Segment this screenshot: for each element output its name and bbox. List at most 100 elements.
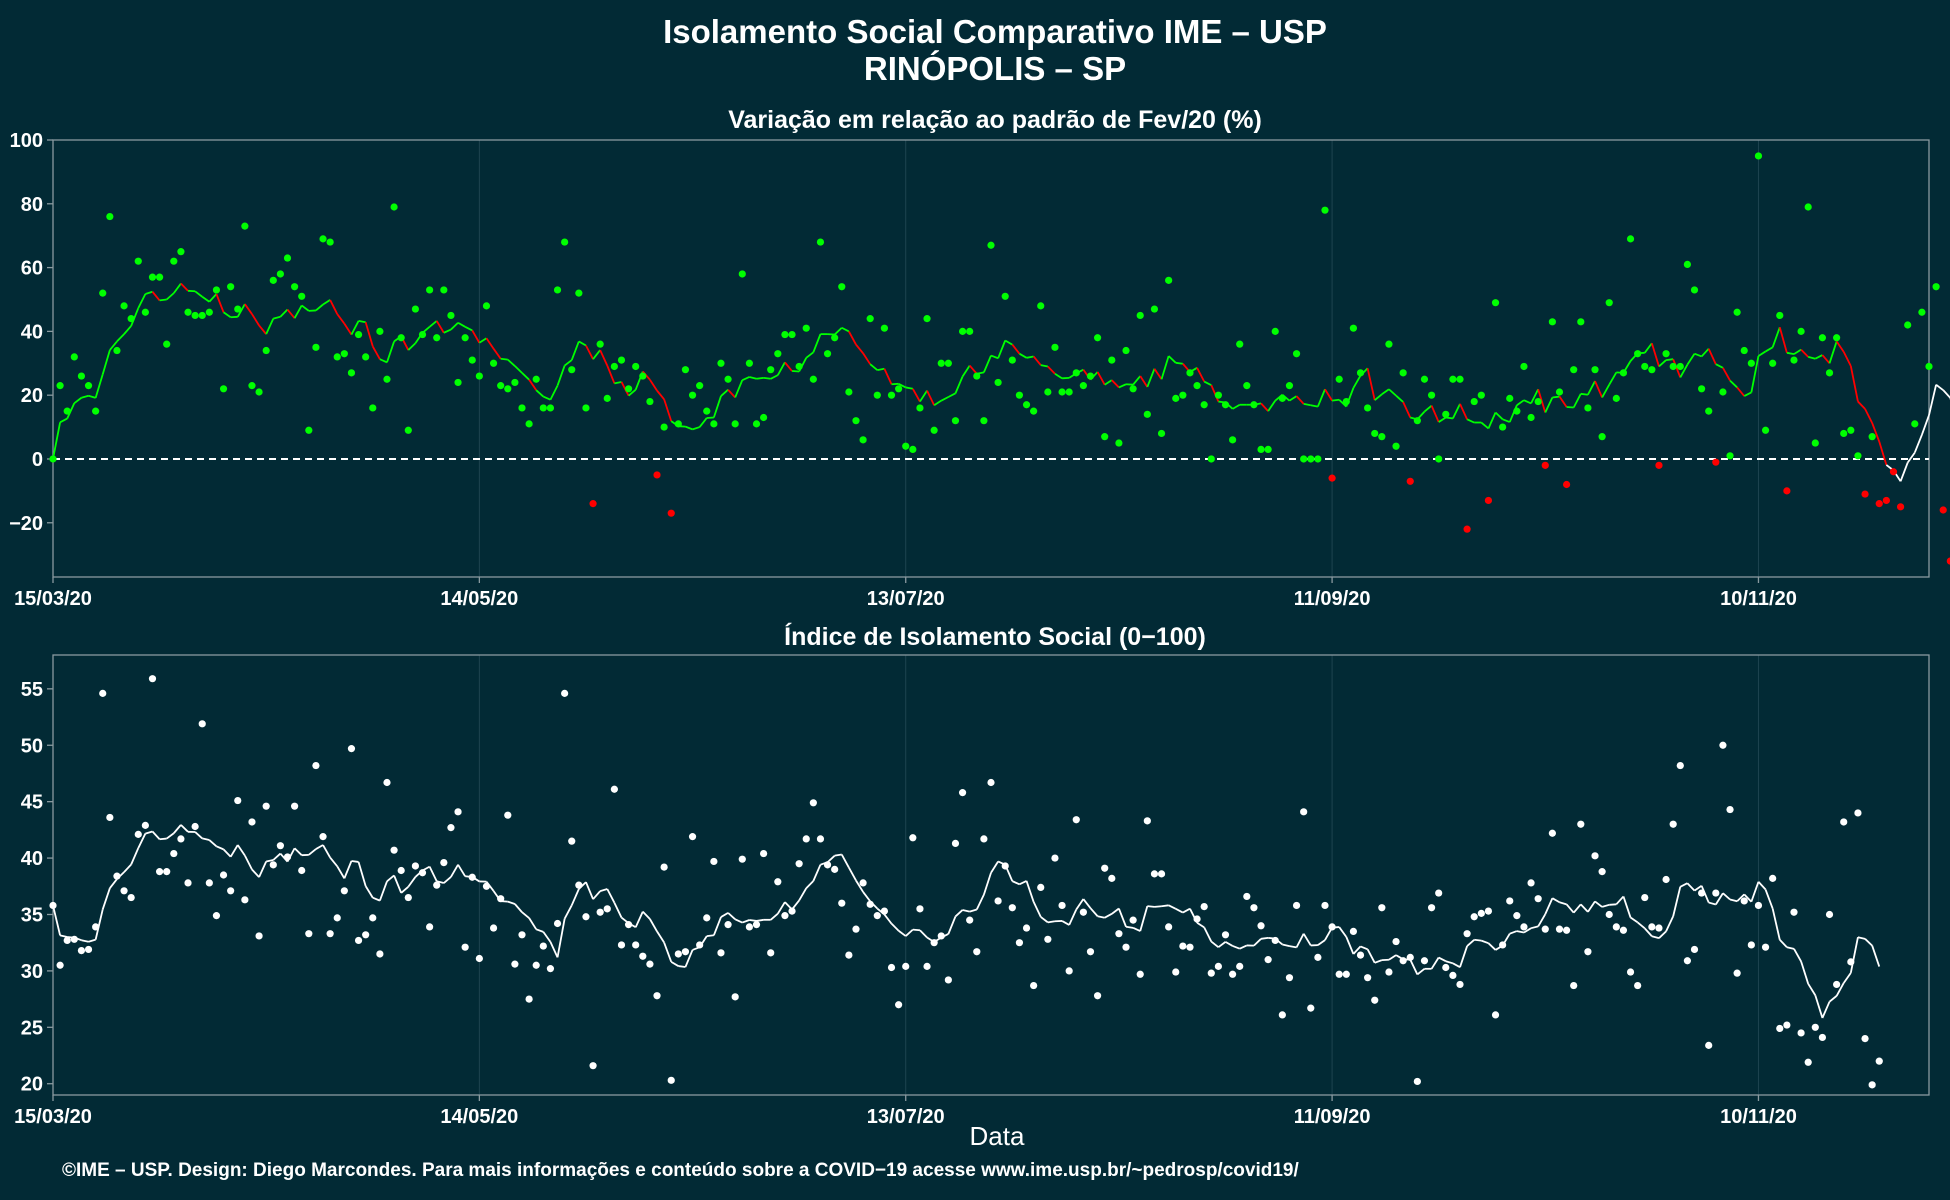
data-point	[1285, 382, 1294, 390]
moving-average-segment	[1552, 395, 1560, 399]
moving-average-segment	[1225, 941, 1234, 947]
data-point	[958, 327, 967, 335]
data-point	[1378, 433, 1386, 441]
data-point	[617, 941, 626, 949]
data-point	[227, 887, 235, 895]
moving-average-segment	[222, 848, 232, 858]
moving-average-segment	[1530, 925, 1539, 930]
moving-average-segment	[756, 376, 764, 380]
data-point	[987, 241, 995, 249]
data-point	[525, 420, 533, 428]
data-point	[760, 413, 768, 422]
moving-average-segment	[1523, 399, 1532, 405]
data-point	[951, 417, 960, 425]
data-point	[1747, 941, 1755, 949]
moving-average-segment	[1388, 954, 1397, 961]
data-point	[1612, 923, 1620, 931]
data-point	[880, 907, 889, 915]
data-point	[838, 899, 846, 907]
data-point	[1506, 897, 1514, 905]
data-point	[1896, 503, 1905, 511]
moving-average-segment	[1928, 384, 1937, 416]
data-point	[1172, 394, 1180, 402]
data-point	[1435, 889, 1443, 897]
moving-average-segment	[173, 824, 182, 834]
data-point	[468, 356, 476, 364]
data-point	[1761, 943, 1770, 951]
moving-average-segment	[123, 325, 132, 335]
moving-average-segment	[1686, 882, 1696, 892]
data-point	[1491, 299, 1500, 307]
data-point	[1619, 926, 1628, 934]
moving-average-segment	[1828, 341, 1838, 364]
moving-average-segment	[464, 326, 473, 332]
data-point	[504, 385, 512, 393]
moving-average-segment	[919, 390, 928, 403]
moving-average-segment	[1466, 939, 1475, 947]
moving-average-segment	[1402, 401, 1412, 418]
data-point	[305, 426, 313, 434]
moving-average-segment	[1800, 961, 1810, 985]
y-tick-label: 25	[21, 1017, 43, 1039]
moving-average-segment	[1700, 348, 1710, 358]
data-point	[1051, 343, 1059, 351]
moving-average-segment	[315, 303, 324, 312]
data-point	[482, 302, 491, 310]
moving-average-segment	[777, 361, 786, 376]
data-point	[482, 882, 491, 890]
panel-border	[52, 139, 1930, 578]
data-point	[1427, 904, 1436, 912]
moving-average-segment	[1587, 380, 1596, 396]
moving-average-segment	[293, 304, 303, 319]
data-point	[1776, 311, 1784, 320]
data-point	[1086, 948, 1095, 956]
moving-average-segment	[749, 919, 757, 922]
data-point	[525, 995, 533, 1003]
data-point	[1399, 957, 1407, 965]
moving-average-segment	[272, 852, 281, 861]
moving-average-segment	[1025, 880, 1035, 903]
moving-average-segment	[1906, 452, 1916, 464]
moving-average-segment	[1040, 916, 1049, 924]
data-point	[1499, 423, 1507, 431]
moving-average-segment	[223, 311, 232, 318]
data-point	[1605, 910, 1613, 919]
data-point	[1626, 235, 1635, 243]
data-point	[724, 375, 732, 383]
moving-average-segment	[1658, 930, 1667, 939]
data-point	[539, 942, 547, 950]
data-point	[1761, 426, 1770, 434]
moving-average-segment	[1153, 368, 1163, 380]
data-point	[411, 862, 420, 870]
moving-average-segment	[485, 337, 495, 350]
data-point	[106, 212, 114, 221]
data-point	[632, 941, 640, 949]
data-point	[461, 943, 469, 951]
moving-average-segment	[151, 830, 161, 840]
moving-average-segment	[251, 313, 260, 326]
moving-average-segment	[1615, 895, 1625, 905]
moving-average-segment	[1480, 421, 1490, 430]
moving-average-segment	[137, 833, 147, 849]
moving-average-segment	[969, 908, 978, 913]
data-point	[1257, 445, 1265, 454]
moving-average-segment	[180, 282, 189, 292]
moving-average-segment	[1608, 371, 1618, 386]
moving-average-segment	[961, 365, 971, 377]
data-point	[1200, 902, 1208, 911]
data-point	[134, 830, 142, 838]
moving-average-segment	[1175, 361, 1183, 365]
data-point	[1065, 967, 1073, 975]
data-point	[923, 315, 931, 323]
moving-average-segment	[556, 918, 566, 958]
data-point	[1136, 970, 1144, 978]
data-point	[646, 960, 654, 968]
moving-average-segment	[933, 399, 942, 406]
moving-average-segment	[94, 373, 104, 399]
moving-average-segment	[159, 837, 167, 841]
data-point	[944, 976, 952, 984]
moving-average-segment	[258, 861, 268, 878]
moving-average-segment	[1288, 395, 1298, 402]
data-point	[696, 941, 704, 949]
moving-average-segment	[912, 388, 921, 402]
